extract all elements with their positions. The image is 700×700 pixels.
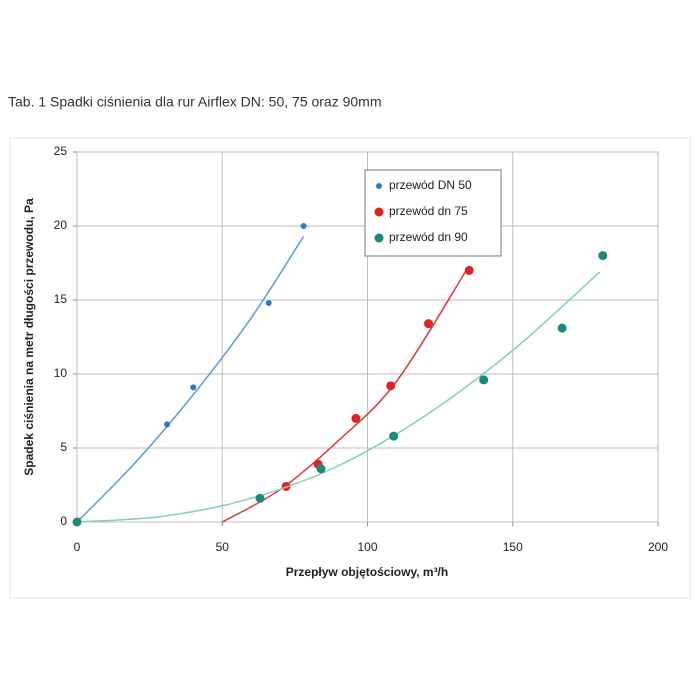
chart-frame (9, 137, 691, 599)
point (424, 319, 434, 329)
point (464, 265, 474, 275)
legend-marker (374, 207, 384, 217)
y-axis-label: Spadek ciśnienia na metr długości przewo… (22, 198, 36, 476)
y-tick-label: 10 (54, 366, 68, 380)
y-tick-label: 25 (54, 144, 68, 158)
y-tick-label: 20 (54, 218, 68, 232)
point (557, 323, 567, 333)
trend-line (76, 271, 601, 523)
x-axis-label: Przepływ objętościowy, m³/h (286, 565, 448, 579)
legend-label: przewód DN 50 (389, 178, 472, 192)
point (479, 375, 489, 385)
legend-label: przewód dn 75 (389, 204, 468, 218)
point (316, 464, 326, 474)
chart-title: Tab. 1 Spadki ciśnienia dla rur Airflex … (8, 94, 382, 110)
legend-label: przewód dn 90 (389, 230, 468, 244)
point (190, 384, 197, 391)
legend-marker (376, 183, 382, 189)
x-tick-label: 0 (74, 540, 81, 554)
point (72, 517, 82, 527)
point (164, 421, 171, 428)
y-tick-label: 0 (60, 514, 67, 528)
point (389, 431, 399, 441)
trend-line (76, 235, 305, 523)
point (300, 223, 307, 229)
trend-line (221, 270, 467, 523)
point (598, 251, 608, 261)
x-tick-label: 150 (503, 540, 523, 554)
point (386, 381, 396, 391)
x-tick-label: 50 (216, 540, 230, 554)
legend-marker (374, 233, 384, 243)
y-tick-label: 15 (54, 292, 68, 306)
legend (364, 169, 502, 257)
y-tick-label: 5 (60, 440, 67, 454)
x-tick-label: 200 (648, 540, 668, 554)
x-tick-label: 100 (357, 540, 377, 554)
point (351, 413, 361, 423)
point (255, 493, 265, 503)
point (265, 299, 272, 306)
